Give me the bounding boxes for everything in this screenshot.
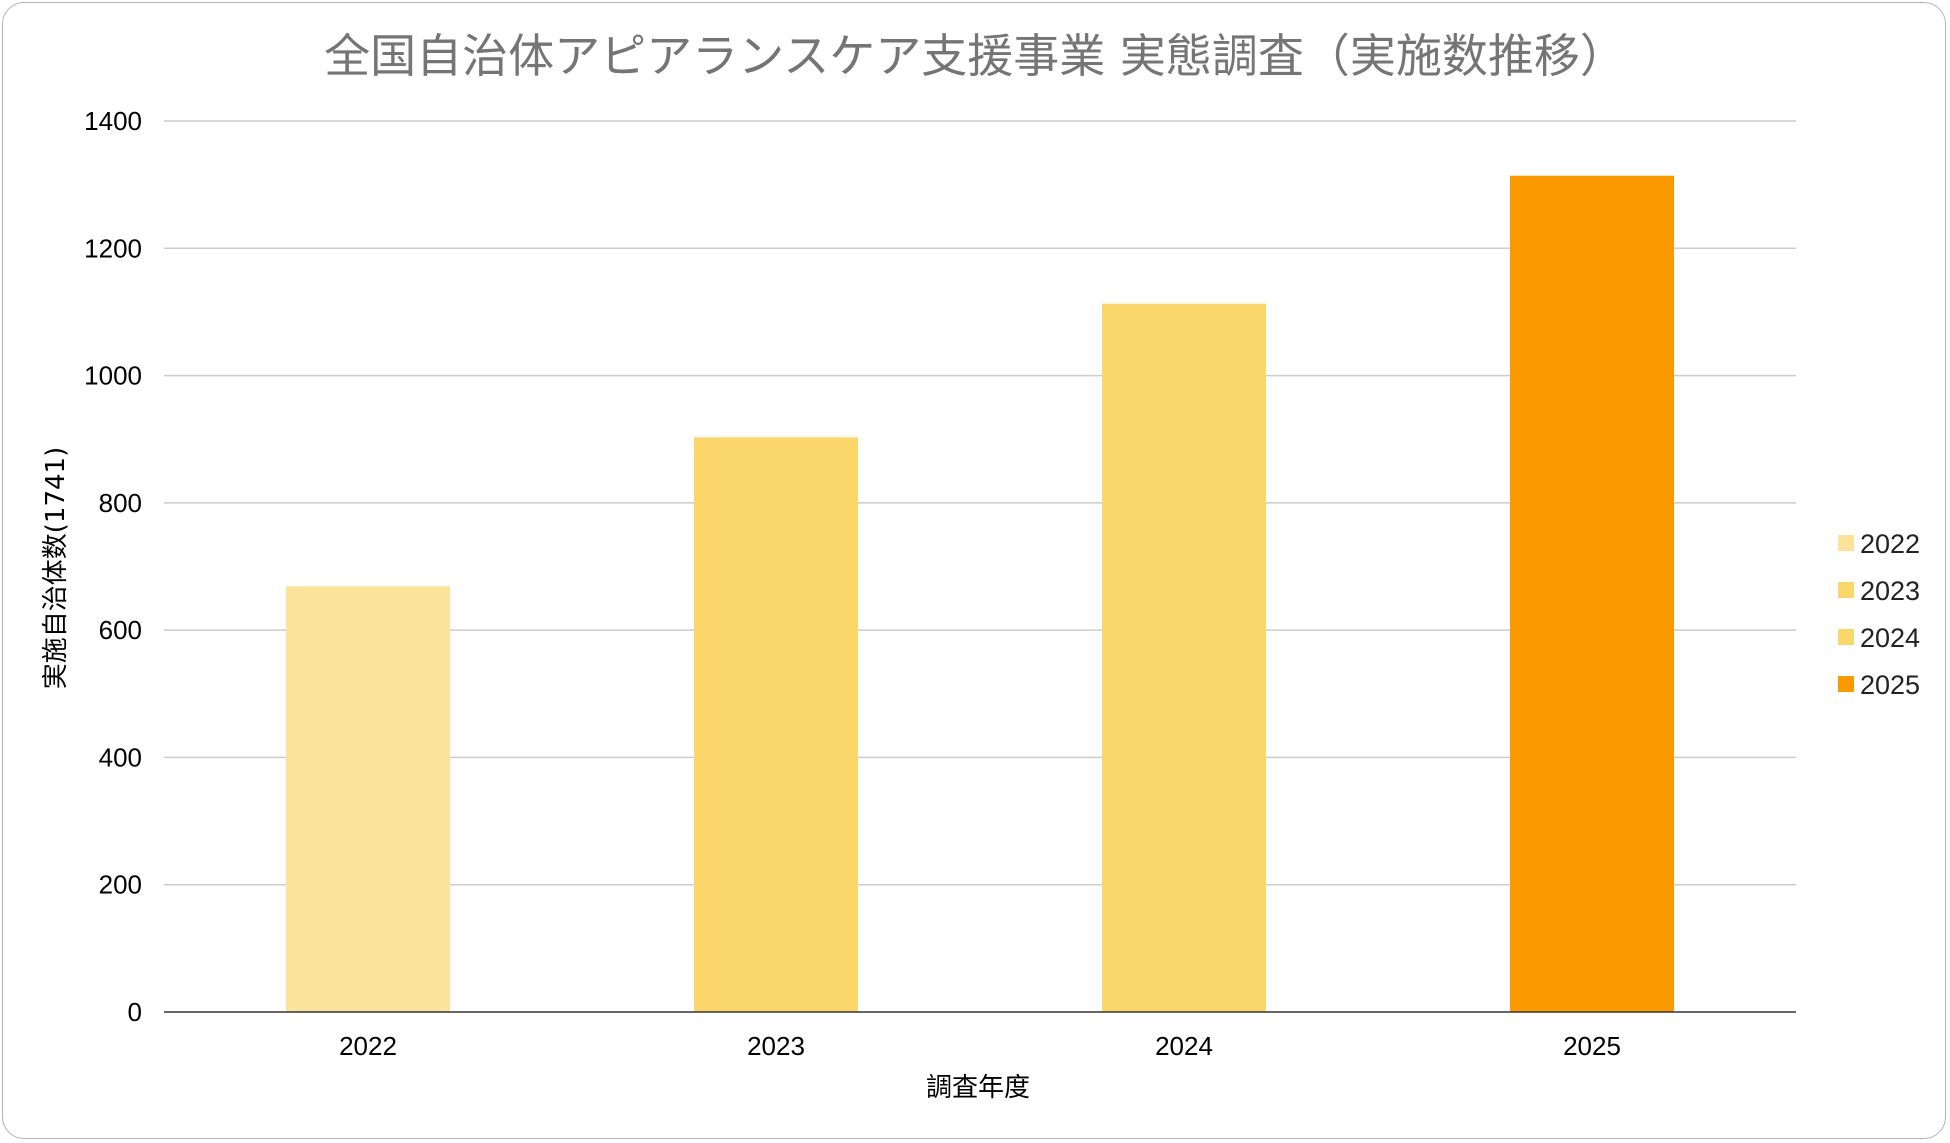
x-tick-label: 2023	[747, 1031, 805, 1061]
y-tick-label: 800	[99, 488, 142, 518]
y-tick-label: 0	[128, 997, 142, 1027]
legend-swatch-2022	[1838, 535, 1854, 551]
y-tick-label: 1200	[84, 233, 142, 263]
legend-label: 2025	[1860, 670, 1920, 700]
legend-swatch-2024	[1838, 629, 1854, 645]
y-tick-label: 600	[99, 615, 142, 645]
legend: 2022 2023 2024 2025	[1838, 529, 1920, 700]
y-tick-label: 1000	[84, 361, 142, 391]
y-tick-label: 1400	[84, 106, 142, 136]
legend-swatch-2025	[1838, 676, 1854, 692]
legend-swatch-2023	[1838, 582, 1854, 598]
bar-2024	[1102, 303, 1266, 1012]
y-tick-label: 200	[99, 870, 142, 900]
x-tick-label: 2022	[339, 1031, 397, 1061]
x-tick-label: 2024	[1155, 1031, 1213, 1061]
y-tick-label: 400	[99, 742, 142, 772]
y-axis-title: 実施自治体数(1741)	[41, 447, 71, 689]
legend-label: 2022	[1860, 529, 1920, 559]
chart-title: 全国自治体アピアランスケア支援事業 実態調査（実施数推移）	[324, 29, 1626, 83]
bar-2023	[694, 437, 858, 1012]
bars	[286, 175, 1674, 1013]
bar-2022	[286, 586, 450, 1012]
x-axis-ticks: 2022 2023 2024 2025	[339, 1031, 1621, 1061]
legend-label: 2023	[1860, 576, 1920, 606]
y-axis-ticks: 0 200 400 600 800 1000 1200 1400	[84, 106, 142, 1027]
x-axis-title: 調査年度	[926, 1073, 1030, 1103]
bar-2025	[1510, 175, 1674, 1013]
legend-label: 2024	[1860, 623, 1920, 653]
x-tick-label: 2025	[1563, 1031, 1621, 1061]
